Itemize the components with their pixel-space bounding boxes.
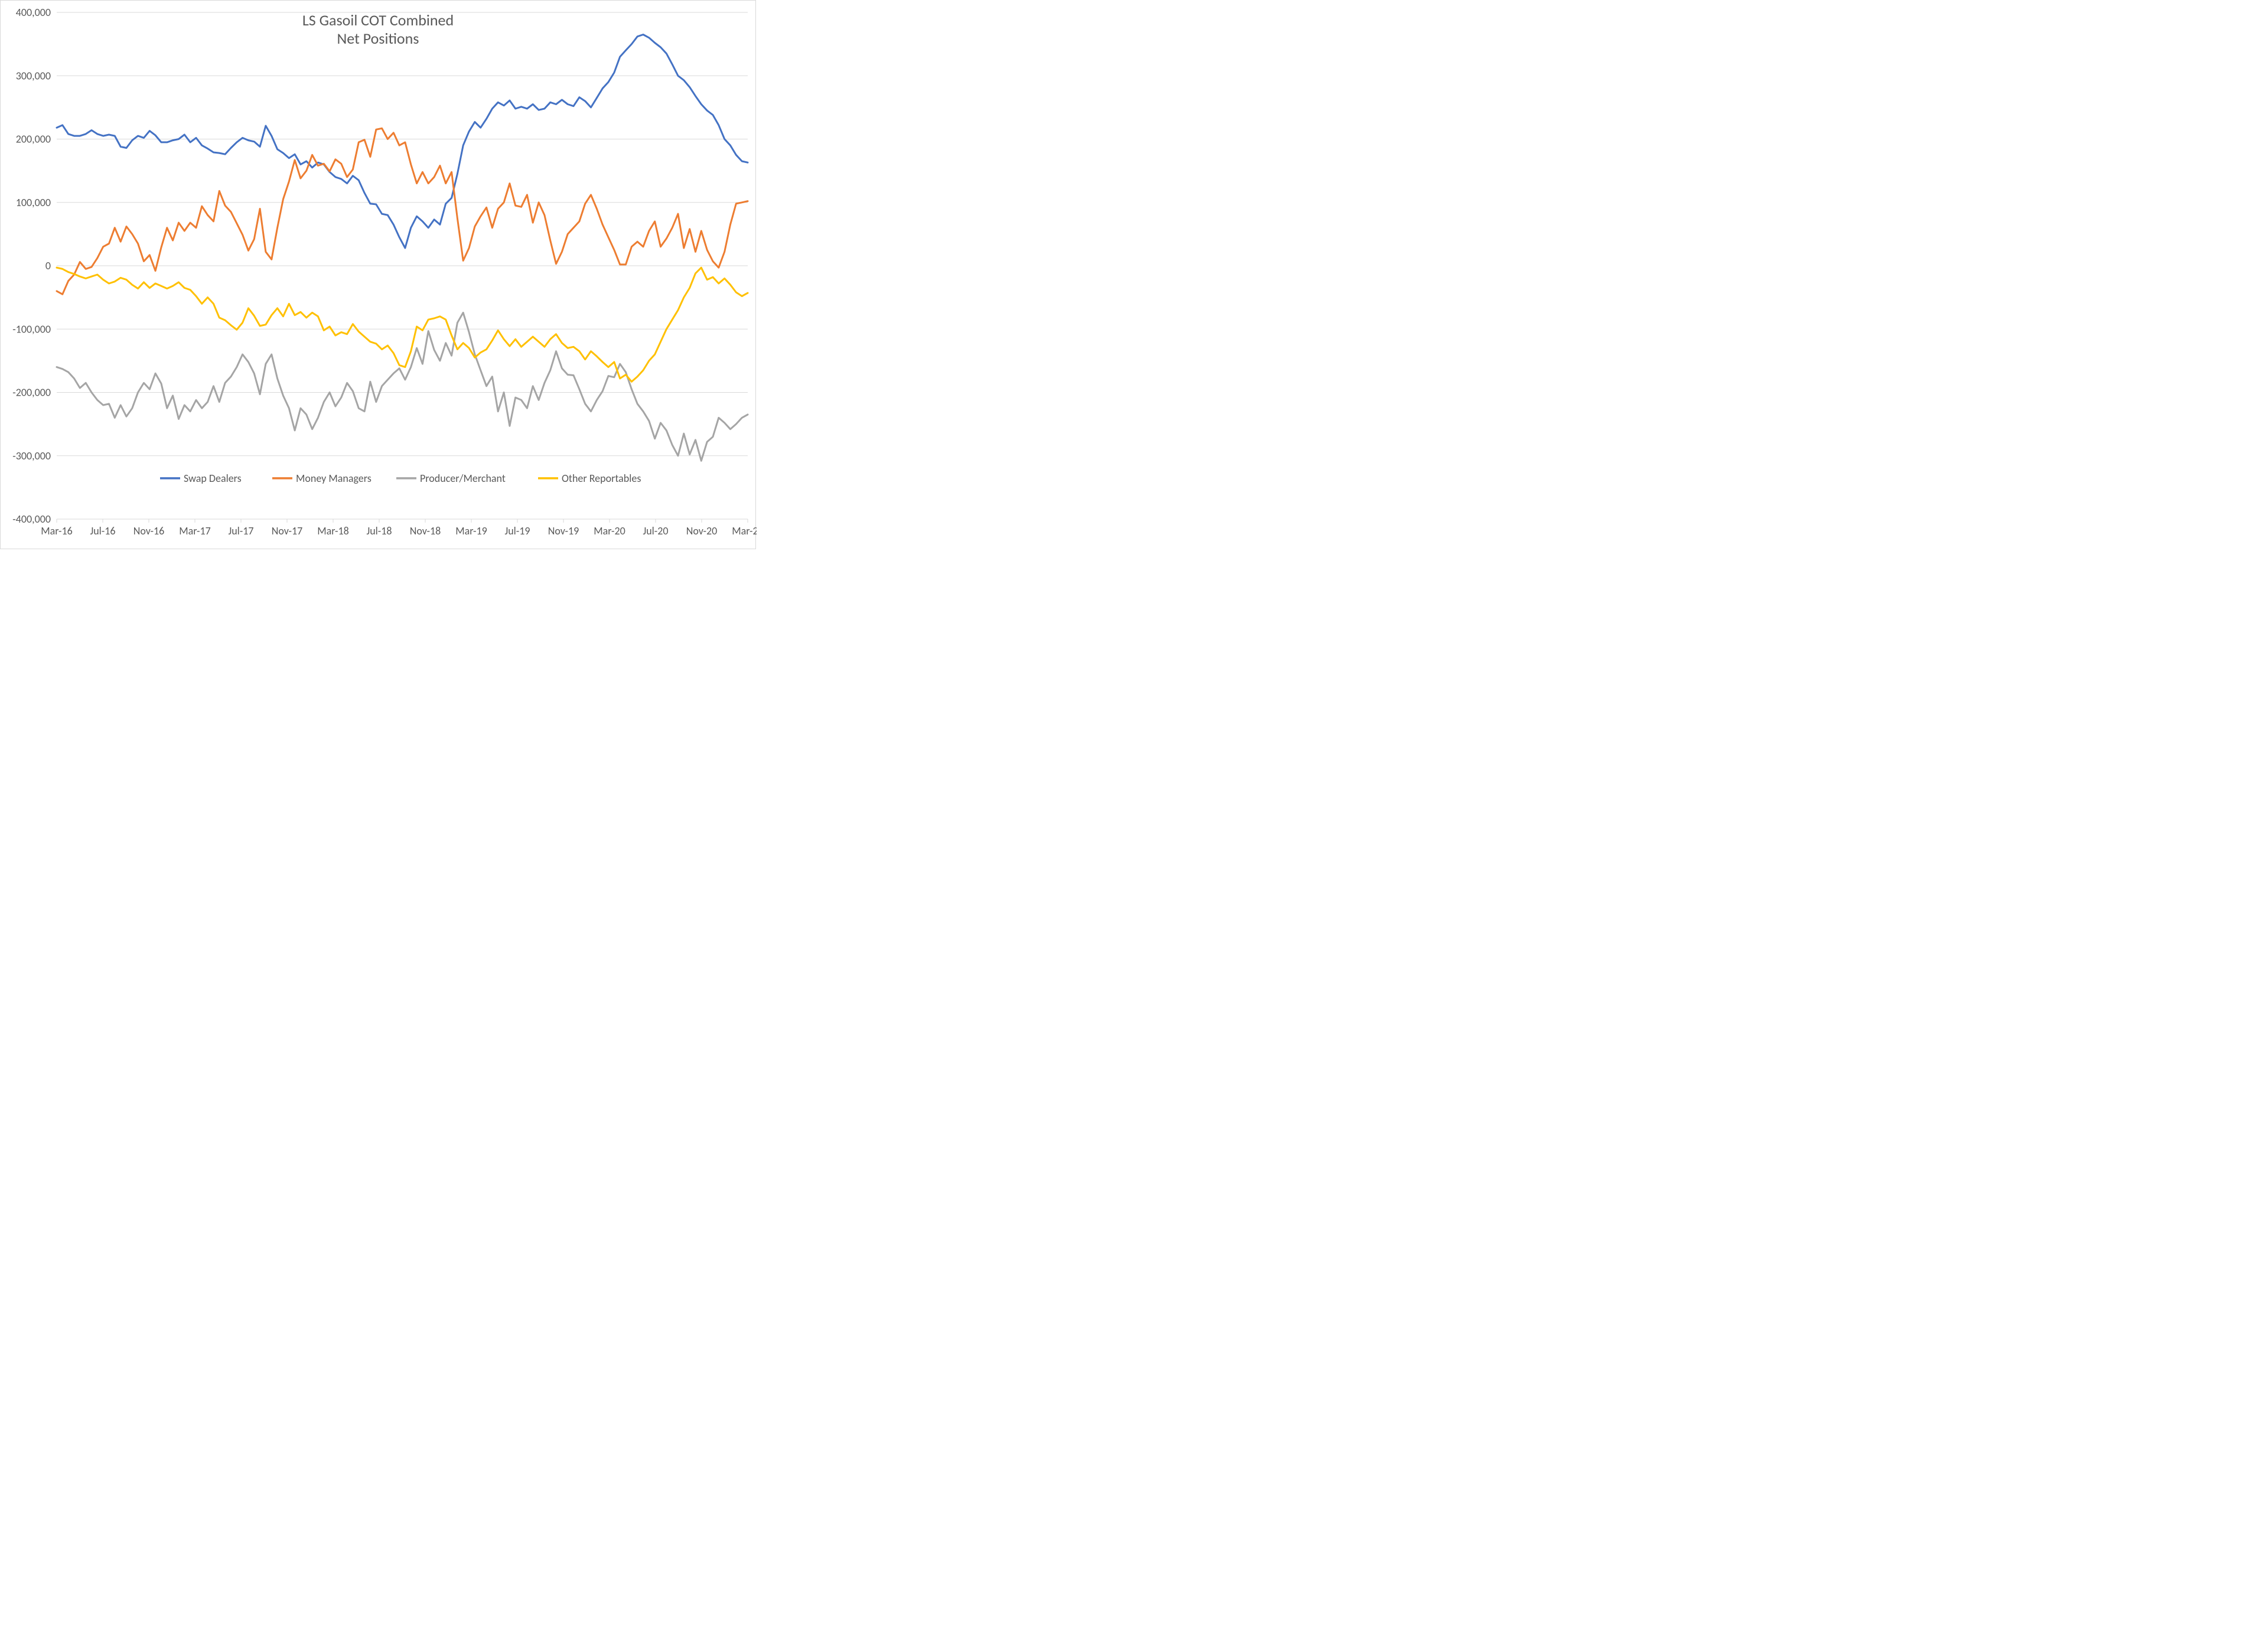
chart-container: LS Gasoil COT Combined Net Positions -40…	[0, 0, 756, 549]
x-axis-label: Nov-18	[410, 524, 441, 537]
y-axis-label: -200,000	[12, 386, 51, 399]
x-axis-label: Jul-19	[504, 524, 530, 537]
y-axis-label: 200,000	[16, 133, 51, 146]
series-other-reportables	[57, 268, 748, 381]
series-swap-dealers	[57, 35, 748, 249]
x-axis-label: Mar-16	[41, 524, 73, 537]
x-axis-label: Mar-18	[317, 524, 349, 537]
x-axis-label: Jul-20	[643, 524, 668, 537]
y-axis-label: -300,000	[12, 449, 51, 462]
chart-title-line-2: Net Positions	[1, 30, 755, 48]
series-producer-merchant	[57, 312, 748, 461]
legend-label: Money Managers	[296, 472, 372, 485]
y-axis-label: 300,000	[16, 69, 51, 82]
x-axis-label: Mar-20	[594, 524, 625, 537]
y-axis-label: -100,000	[12, 322, 51, 335]
x-axis-label: Nov-16	[133, 524, 165, 537]
x-axis-label: Mar-19	[455, 524, 487, 537]
chart-svg: -400,000 -300,000 -200,000 -100,000 0 100,000…	[1, 1, 757, 550]
y-axis-label: -400,000	[12, 513, 51, 526]
chart-title-line-1: LS Gasoil COT Combined	[1, 11, 755, 30]
series-money-managers	[57, 128, 748, 294]
legend-label: Producer/Merchant	[420, 472, 506, 485]
y-axis-label: 0	[45, 259, 51, 272]
x-axis-label: Mar-21	[732, 524, 757, 537]
x-axis-label: Nov-17	[272, 524, 303, 537]
x-axis-label: Jul-18	[366, 524, 392, 537]
x-axis-label: Jul-17	[228, 524, 253, 537]
x-axis-label: Mar-17	[179, 524, 211, 537]
x-axis-label: Nov-19	[548, 524, 579, 537]
legend-label: Swap Dealers	[184, 472, 242, 485]
x-axis-label: Jul-16	[90, 524, 115, 537]
legend-label: Other Reportables	[562, 472, 641, 485]
y-axis-label: 100,000	[16, 196, 51, 209]
x-axis-label: Nov-20	[686, 524, 718, 537]
chart-title: LS Gasoil COT Combined Net Positions	[1, 11, 755, 48]
